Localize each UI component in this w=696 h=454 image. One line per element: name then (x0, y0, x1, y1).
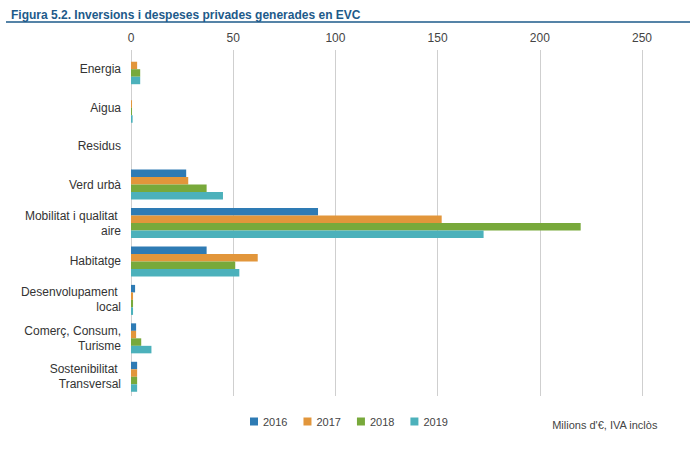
svg-text:50: 50 (227, 31, 241, 45)
svg-text:2017: 2017 (316, 416, 340, 428)
svg-text:Sostenibilitat: Sostenibilitat (50, 362, 121, 376)
svg-text:250: 250 (632, 31, 652, 45)
svg-text:Energia: Energia (80, 62, 122, 76)
svg-text:Mobilitat i qualitat: Mobilitat i qualitat (25, 209, 121, 223)
svg-text:Habitatge: Habitatge (70, 254, 122, 268)
svg-text:Comerç, Consum,: Comerç, Consum, (24, 324, 121, 338)
svg-text:Transversal: Transversal (59, 377, 121, 391)
svg-text:2019: 2019 (423, 416, 447, 428)
svg-text:Milions d'€, IVA inclòs: Milions d'€, IVA inclòs (552, 419, 658, 431)
svg-text:Desenvolupament: Desenvolupament (21, 285, 121, 299)
svg-text:150: 150 (428, 31, 448, 45)
svg-text:Aigua: Aigua (90, 101, 121, 115)
svg-text:2016: 2016 (263, 416, 287, 428)
svg-text:200: 200 (530, 31, 550, 45)
svg-text:Verd urbà: Verd urbà (69, 178, 121, 192)
svg-text:100: 100 (325, 31, 345, 45)
svg-text:2018: 2018 (370, 416, 394, 428)
svg-text:0: 0 (128, 31, 135, 45)
svg-text:Turisme: Turisme (75, 339, 121, 353)
svg-text:aire: aire (101, 224, 121, 238)
svg-text:Figura 5.2. Inversions i despe: Figura 5.2. Inversions i despeses privad… (11, 8, 361, 22)
svg-text:Residus: Residus (78, 139, 121, 153)
svg-text:local: local (96, 300, 121, 314)
